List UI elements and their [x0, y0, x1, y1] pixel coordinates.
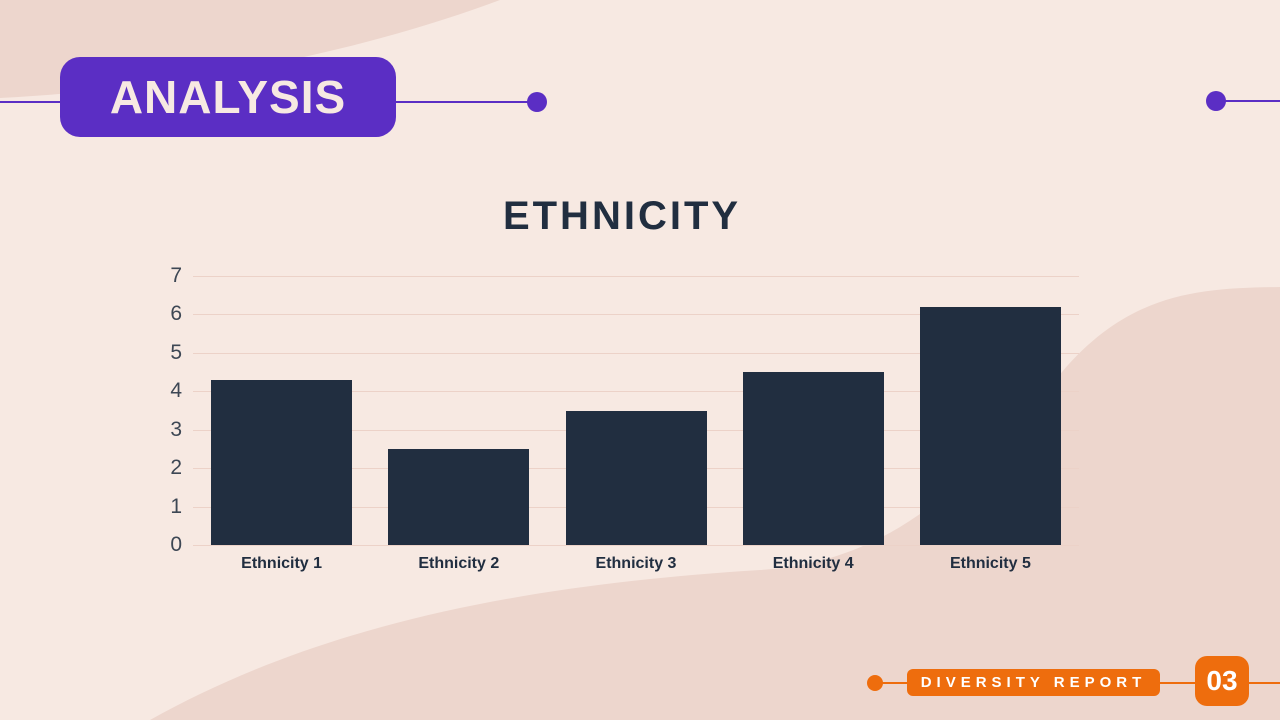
chart-plot: Ethnicity 1 Ethnicity 2 Ethnicity 3 Ethnici… — [193, 276, 1079, 572]
x-axis-label: Ethnicity 2 — [418, 555, 500, 572]
diversity-report-badge: DIVERSITY REPORT — [907, 669, 1160, 696]
footer-line-right — [1248, 682, 1280, 684]
y-axis-tick-label: 7 — [170, 264, 182, 287]
chart-title: ETHNICITY — [502, 194, 742, 238]
header-dot-right — [1206, 91, 1226, 111]
footer-line-left — [881, 682, 909, 684]
bar-ethnicity-2 — [388, 448, 530, 545]
footer-line-middle — [1159, 682, 1197, 684]
page-title: ANALYSIS — [109, 71, 347, 123]
bar-ethnicity-1 — [211, 379, 353, 545]
y-axis-tick-label: 5 — [170, 340, 182, 364]
page-number-badge: 03 — [1195, 656, 1249, 706]
x-axis-label: Ethnicity 1 — [241, 555, 323, 572]
y-axis: 0 1 2 3 4 5 6 7 — [130, 264, 182, 556]
bar-ethnicity-4 — [742, 372, 884, 545]
header-line-left — [0, 101, 62, 103]
analysis-badge: ANALYSIS — [60, 57, 396, 137]
bar-ethnicity-5 — [919, 306, 1061, 545]
header-line-middle — [394, 101, 530, 103]
x-axis-label: Ethnicity 4 — [772, 555, 854, 572]
x-axis-label: Ethnicity 3 — [595, 555, 677, 572]
gridline — [193, 276, 1079, 277]
gridline — [193, 391, 1079, 393]
y-axis-tick-label: 6 — [170, 302, 182, 326]
y-axis-tick-label: 0 — [170, 533, 182, 556]
header-dot-middle — [527, 92, 547, 112]
y-axis-tick-label: 4 — [170, 379, 182, 403]
header-line-right — [1224, 100, 1280, 102]
background-shape-bottom-right — [150, 287, 1280, 720]
page-number: 03 — [1206, 665, 1238, 696]
gridline — [193, 545, 1079, 546]
y-axis-tick-label: 1 — [170, 494, 182, 518]
gridline — [193, 314, 1079, 316]
report-label: DIVERSITY REPORT — [920, 674, 1147, 691]
footer-dot — [867, 675, 883, 691]
gridline — [193, 352, 1079, 354]
bar-ethnicity-3 — [565, 410, 707, 545]
y-axis-tick-label: 3 — [170, 417, 182, 441]
x-axis-label: Ethnicity 5 — [949, 555, 1031, 572]
y-axis-tick-label: 2 — [170, 456, 182, 480]
